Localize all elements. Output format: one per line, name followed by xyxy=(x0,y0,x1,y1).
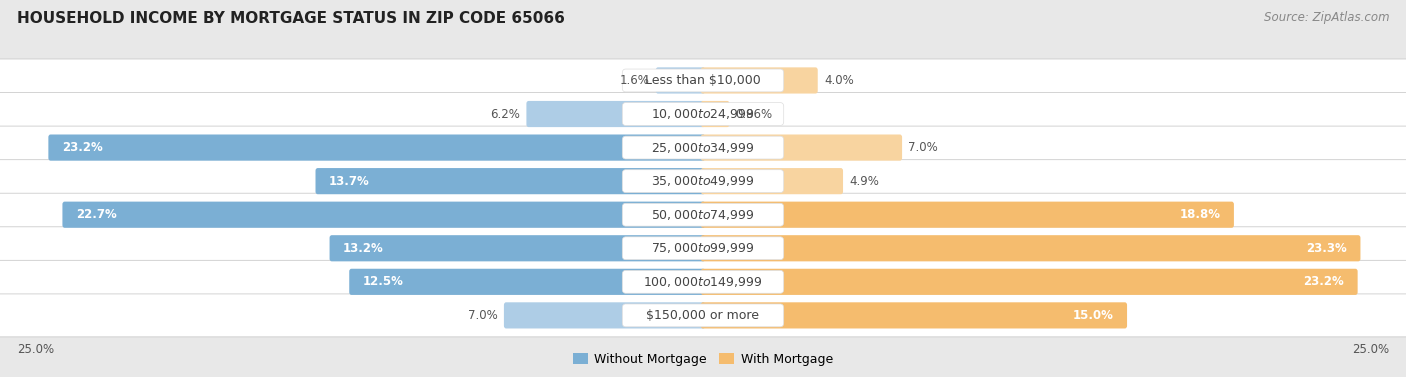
FancyBboxPatch shape xyxy=(700,168,844,194)
FancyBboxPatch shape xyxy=(623,136,783,159)
FancyBboxPatch shape xyxy=(700,235,1361,261)
FancyBboxPatch shape xyxy=(700,202,1234,228)
FancyBboxPatch shape xyxy=(623,237,783,260)
FancyBboxPatch shape xyxy=(623,69,783,92)
Text: Source: ZipAtlas.com: Source: ZipAtlas.com xyxy=(1264,11,1389,24)
Text: 25.0%: 25.0% xyxy=(1353,343,1389,356)
Text: 7.0%: 7.0% xyxy=(468,309,498,322)
FancyBboxPatch shape xyxy=(503,302,706,328)
FancyBboxPatch shape xyxy=(623,170,783,193)
Text: 4.9%: 4.9% xyxy=(849,175,879,188)
FancyBboxPatch shape xyxy=(623,203,783,226)
Text: $75,000 to $99,999: $75,000 to $99,999 xyxy=(651,241,755,255)
FancyBboxPatch shape xyxy=(315,168,706,194)
Text: 1.6%: 1.6% xyxy=(620,74,650,87)
FancyBboxPatch shape xyxy=(700,135,903,161)
Text: 22.7%: 22.7% xyxy=(76,208,117,221)
Text: HOUSEHOLD INCOME BY MORTGAGE STATUS IN ZIP CODE 65066: HOUSEHOLD INCOME BY MORTGAGE STATUS IN Z… xyxy=(17,11,565,26)
Text: 7.0%: 7.0% xyxy=(908,141,938,154)
FancyBboxPatch shape xyxy=(329,235,706,261)
FancyBboxPatch shape xyxy=(700,269,1358,295)
Text: $150,000 or more: $150,000 or more xyxy=(647,309,759,322)
FancyBboxPatch shape xyxy=(0,160,1406,202)
Text: 18.8%: 18.8% xyxy=(1180,208,1220,221)
Text: 23.2%: 23.2% xyxy=(1303,275,1344,288)
Text: $35,000 to $49,999: $35,000 to $49,999 xyxy=(651,174,755,188)
FancyBboxPatch shape xyxy=(0,294,1406,337)
FancyBboxPatch shape xyxy=(655,67,706,93)
FancyBboxPatch shape xyxy=(0,227,1406,270)
Text: 15.0%: 15.0% xyxy=(1073,309,1114,322)
Text: 23.3%: 23.3% xyxy=(1306,242,1347,255)
FancyBboxPatch shape xyxy=(623,270,783,293)
FancyBboxPatch shape xyxy=(0,92,1406,135)
FancyBboxPatch shape xyxy=(700,302,1128,328)
FancyBboxPatch shape xyxy=(700,101,730,127)
Text: 0.86%: 0.86% xyxy=(735,107,773,121)
FancyBboxPatch shape xyxy=(623,103,783,126)
Text: 13.2%: 13.2% xyxy=(343,242,384,255)
FancyBboxPatch shape xyxy=(526,101,706,127)
FancyBboxPatch shape xyxy=(623,304,783,327)
Text: 6.2%: 6.2% xyxy=(491,107,520,121)
FancyBboxPatch shape xyxy=(700,67,818,93)
Text: 25.0%: 25.0% xyxy=(17,343,53,356)
Text: $10,000 to $24,999: $10,000 to $24,999 xyxy=(651,107,755,121)
Text: 12.5%: 12.5% xyxy=(363,275,404,288)
Text: Less than $10,000: Less than $10,000 xyxy=(645,74,761,87)
Text: $25,000 to $34,999: $25,000 to $34,999 xyxy=(651,141,755,155)
Text: $50,000 to $74,999: $50,000 to $74,999 xyxy=(651,208,755,222)
FancyBboxPatch shape xyxy=(0,193,1406,236)
Text: 23.2%: 23.2% xyxy=(62,141,103,154)
Text: $100,000 to $149,999: $100,000 to $149,999 xyxy=(644,275,762,289)
FancyBboxPatch shape xyxy=(62,202,706,228)
FancyBboxPatch shape xyxy=(0,261,1406,303)
FancyBboxPatch shape xyxy=(0,59,1406,102)
Text: 13.7%: 13.7% xyxy=(329,175,370,188)
FancyBboxPatch shape xyxy=(349,269,706,295)
Legend: Without Mortgage, With Mortgage: Without Mortgage, With Mortgage xyxy=(568,348,838,371)
FancyBboxPatch shape xyxy=(0,126,1406,169)
FancyBboxPatch shape xyxy=(48,135,706,161)
Text: 4.0%: 4.0% xyxy=(824,74,853,87)
